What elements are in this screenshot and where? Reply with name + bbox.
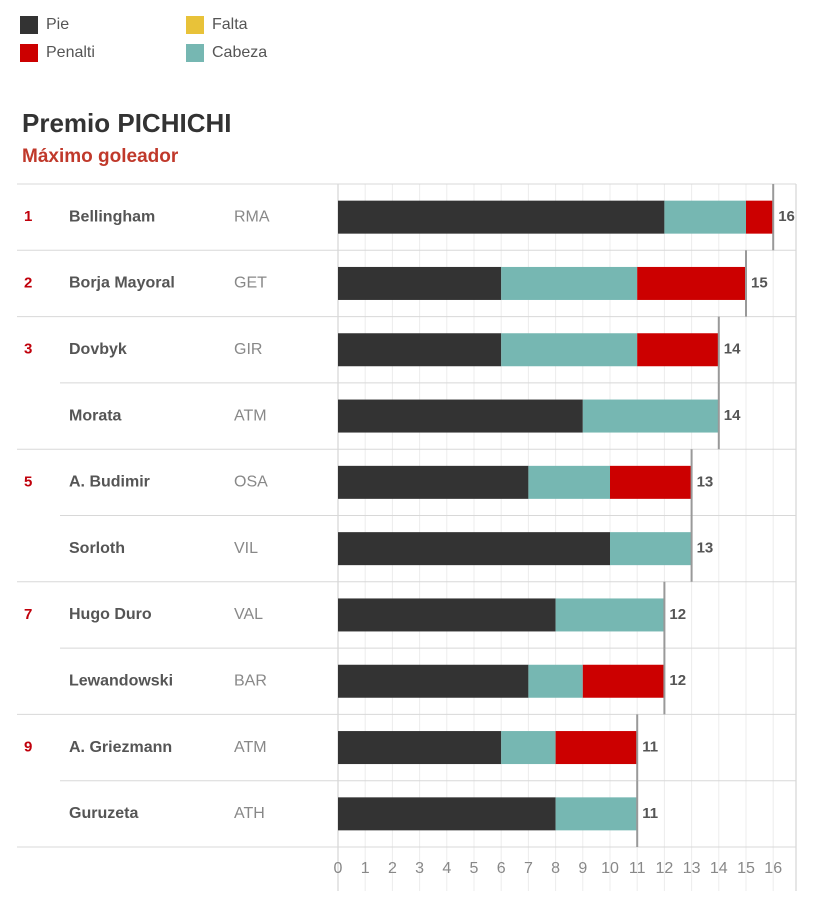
bar-segment-pie <box>338 200 665 234</box>
team-code: VIL <box>234 540 258 557</box>
x-tick-label: 2 <box>388 860 397 877</box>
player-name: Morata <box>69 407 122 424</box>
player-name: A. Griezmann <box>69 739 172 756</box>
rank-label: 5 <box>24 473 32 490</box>
legend-item-cabeza[interactable]: Cabeza <box>186 44 267 62</box>
bar-segment-penalti <box>637 266 746 300</box>
team-code: ATM <box>234 739 267 756</box>
rank-label: 7 <box>24 606 32 623</box>
bar-segment-cabeza <box>555 797 638 831</box>
total-label: 13 <box>697 540 714 557</box>
x-tick-label: 9 <box>578 860 587 877</box>
x-tick-label: 1 <box>361 860 370 877</box>
bar-segment-pie <box>338 532 610 566</box>
team-code: OSA <box>234 474 268 491</box>
player-name: Borja Mayoral <box>69 275 175 292</box>
total-label: 13 <box>697 473 714 490</box>
total-label: 15 <box>751 274 768 291</box>
legend-item-penalti[interactable]: Penalti <box>20 44 95 62</box>
bar-segment-pie <box>338 465 529 499</box>
player-name: Bellingham <box>69 208 155 225</box>
x-tick-label: 6 <box>497 860 506 877</box>
bar-segment-cabeza <box>610 532 692 566</box>
bar-segment-cabeza <box>501 333 638 367</box>
bar-segment-cabeza <box>501 266 638 300</box>
bar-segment-penalti <box>582 664 665 698</box>
legend-swatch-pie <box>20 16 38 34</box>
bar-segment-pie <box>338 333 502 367</box>
x-tick-label: 5 <box>470 860 479 877</box>
bar-segment-penalti <box>610 465 692 499</box>
team-code: GIR <box>234 341 262 358</box>
legend-label-falta: Falta <box>212 16 248 33</box>
bar-segment-cabeza <box>555 598 665 632</box>
bar-segment-penalti <box>637 333 719 367</box>
bar-segment-pie <box>338 731 502 765</box>
x-tick-label: 0 <box>334 860 343 877</box>
total-label: 11 <box>642 805 658 822</box>
rank-label: 1 <box>24 208 32 225</box>
bar-segment-pie <box>338 664 529 698</box>
rank-label: 9 <box>24 739 32 756</box>
rank-label: 3 <box>24 341 32 358</box>
bar-segment-pie <box>338 598 556 632</box>
total-label: 12 <box>669 606 686 623</box>
bar-segment-pie <box>338 399 583 433</box>
legend-label-pie: Pie <box>46 16 70 33</box>
x-tick-label: 10 <box>601 860 619 877</box>
total-label: 11 <box>642 739 658 756</box>
legend-swatch-penalti <box>20 44 38 62</box>
x-tick-label: 8 <box>551 860 560 877</box>
x-tick-label: 3 <box>415 860 424 877</box>
x-tick-label: 12 <box>656 860 674 877</box>
player-name: Lewandowski <box>69 672 173 689</box>
legend-item-pie[interactable]: Pie <box>20 16 69 34</box>
player-name: Hugo Duro <box>69 606 152 623</box>
team-code: ATH <box>234 805 265 822</box>
team-code: VAL <box>234 606 263 623</box>
x-tick-label: 7 <box>524 860 533 877</box>
bar-segment-penalti <box>555 731 638 765</box>
bar-segment-cabeza <box>528 465 610 499</box>
team-code: GET <box>234 275 267 292</box>
legend-label-cabeza: Cabeza <box>212 44 268 61</box>
x-tick-label: 11 <box>629 860 646 877</box>
bar-segment-cabeza <box>528 664 583 698</box>
chart-subtitle: Máximo goleador <box>22 146 179 167</box>
bar-segment-cabeza <box>501 731 556 765</box>
total-label: 16 <box>778 208 795 225</box>
team-code: RMA <box>234 208 270 225</box>
legend: Pie Falta Penalti Cabeza <box>20 14 340 70</box>
player-name: A. Budimir <box>69 474 150 491</box>
x-tick-label: 4 <box>442 860 451 877</box>
bar-segment-cabeza <box>582 399 719 433</box>
bar-segment-pie <box>338 266 502 300</box>
bar-segment-cabeza <box>664 200 746 234</box>
total-label: 14 <box>724 407 741 424</box>
x-tick-label: 13 <box>683 860 701 877</box>
legend-item-falta[interactable]: Falta <box>186 16 248 34</box>
player-name: Dovbyk <box>69 341 127 358</box>
player-name: Guruzeta <box>69 805 138 822</box>
rank-label: 2 <box>24 274 32 291</box>
total-label: 14 <box>724 341 741 358</box>
x-tick-label: 14 <box>710 860 728 877</box>
x-tick-label: 16 <box>764 860 782 877</box>
x-tick-label: 15 <box>737 860 755 877</box>
total-label: 12 <box>669 672 686 689</box>
legend-label-penalti: Penalti <box>46 44 95 61</box>
team-code: ATM <box>234 407 267 424</box>
legend-swatch-falta <box>186 16 204 34</box>
bar-segment-pie <box>338 797 556 831</box>
bar-segment-penalti <box>746 200 774 234</box>
player-name: Sorloth <box>69 540 125 557</box>
team-code: BAR <box>234 672 267 689</box>
chart-title: Premio PICHICHI <box>22 108 232 138</box>
legend-swatch-cabeza <box>186 44 204 62</box>
